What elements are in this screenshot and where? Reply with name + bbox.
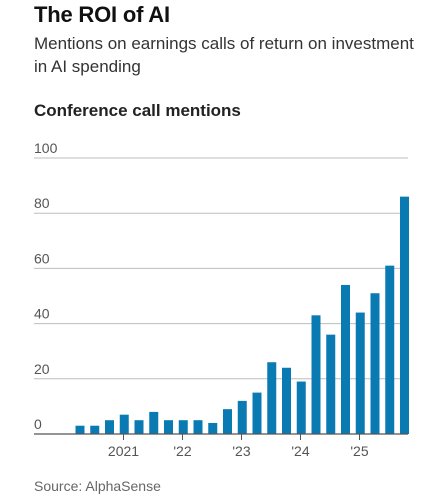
y-tick-label: 0: [34, 416, 42, 432]
y-tick-label: 40: [34, 306, 50, 322]
bars: [75, 196, 409, 434]
bar: [341, 284, 350, 434]
y-tick-label: 20: [34, 361, 50, 377]
bar: [164, 420, 173, 434]
y-tick-labels: 0 20 40 60 80 100: [34, 140, 58, 432]
bar: [134, 420, 144, 434]
bar: [282, 367, 291, 434]
page-subtitle: Mentions on earnings calls of return on …: [34, 34, 414, 76]
bar: [193, 420, 203, 434]
bar: [400, 196, 409, 434]
y-tick-label: 80: [34, 195, 50, 211]
bar-chart: 0 20 40 60 80 100 2021 '22 '23 '24 '25: [34, 140, 409, 459]
bar: [223, 409, 232, 434]
x-tick-label: '23: [232, 443, 250, 459]
y-tick-label: 100: [34, 140, 58, 156]
bar: [75, 425, 85, 434]
x-tick-label: 2021: [108, 443, 139, 459]
bar: [355, 312, 365, 434]
bar: [149, 411, 159, 434]
chart-title: Conference call mentions: [34, 101, 241, 120]
bar: [252, 392, 262, 434]
bar: [90, 425, 100, 434]
page-title: The ROI of AI: [34, 2, 170, 27]
bar: [105, 420, 114, 434]
bar: [370, 293, 380, 434]
bar: [296, 381, 306, 434]
bar: [178, 420, 188, 434]
x-tick-label: '24: [291, 443, 309, 459]
bar: [311, 315, 321, 434]
bar: [326, 334, 336, 434]
bar: [208, 422, 218, 434]
bar: [119, 414, 129, 434]
x-tick-label: '22: [173, 443, 191, 459]
y-tick-label: 60: [34, 250, 50, 266]
bar: [267, 362, 277, 434]
bar: [385, 265, 395, 434]
x-tick-label: '25: [350, 443, 368, 459]
source-note: Source: AlphaSense: [34, 478, 161, 494]
gridlines: [34, 157, 408, 380]
bar: [237, 400, 247, 434]
x-tick-labels: 2021 '22 '23 '24 '25: [108, 434, 369, 459]
